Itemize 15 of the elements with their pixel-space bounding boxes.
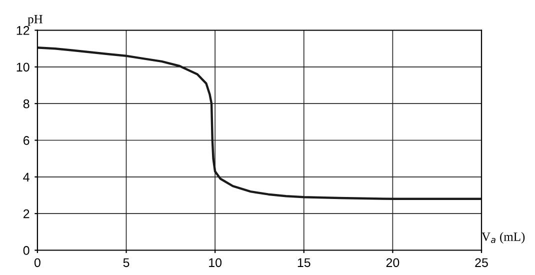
y-tick-label: 10 — [16, 62, 30, 72]
y-tick-label: 8 — [23, 99, 30, 108]
x-axis-title: V$_{a}$ (mL) — [482, 232, 525, 244]
y-tick-label: 6 — [23, 136, 30, 145]
x-tick-label: 25 — [475, 258, 488, 268]
y-tick-label: 4 — [23, 172, 30, 182]
x-tick-label: 20 — [386, 258, 400, 268]
y-tick-label: 12 — [16, 26, 30, 35]
x-tick-label: 10 — [209, 258, 222, 268]
y-tick-label: 0 — [23, 246, 30, 255]
x-tick-label: 15 — [298, 258, 310, 268]
x-tick-label: 0 — [34, 258, 40, 268]
x-tick-label: 5 — [123, 258, 130, 268]
y-axis-title: pH — [28, 15, 42, 26]
y-tick-label: 2 — [23, 209, 30, 218]
